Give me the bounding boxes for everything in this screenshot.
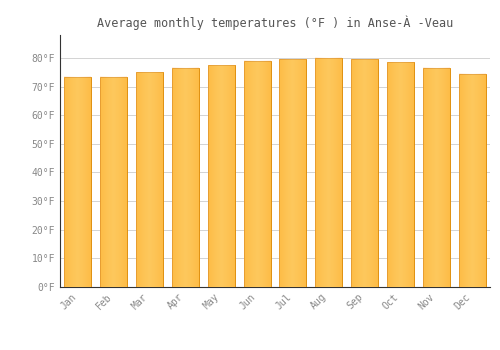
Bar: [458, 74, 485, 287]
Bar: [316, 58, 342, 287]
Bar: [423, 68, 450, 287]
Bar: [172, 68, 199, 287]
Bar: [64, 77, 92, 287]
Bar: [244, 61, 270, 287]
Bar: [387, 62, 414, 287]
Bar: [351, 60, 378, 287]
Bar: [208, 65, 234, 287]
Bar: [136, 72, 163, 287]
Title: Average monthly temperatures (°F ) in Anse-À -Veau: Average monthly temperatures (°F ) in An…: [97, 15, 453, 30]
Bar: [280, 60, 306, 287]
Bar: [100, 77, 127, 287]
